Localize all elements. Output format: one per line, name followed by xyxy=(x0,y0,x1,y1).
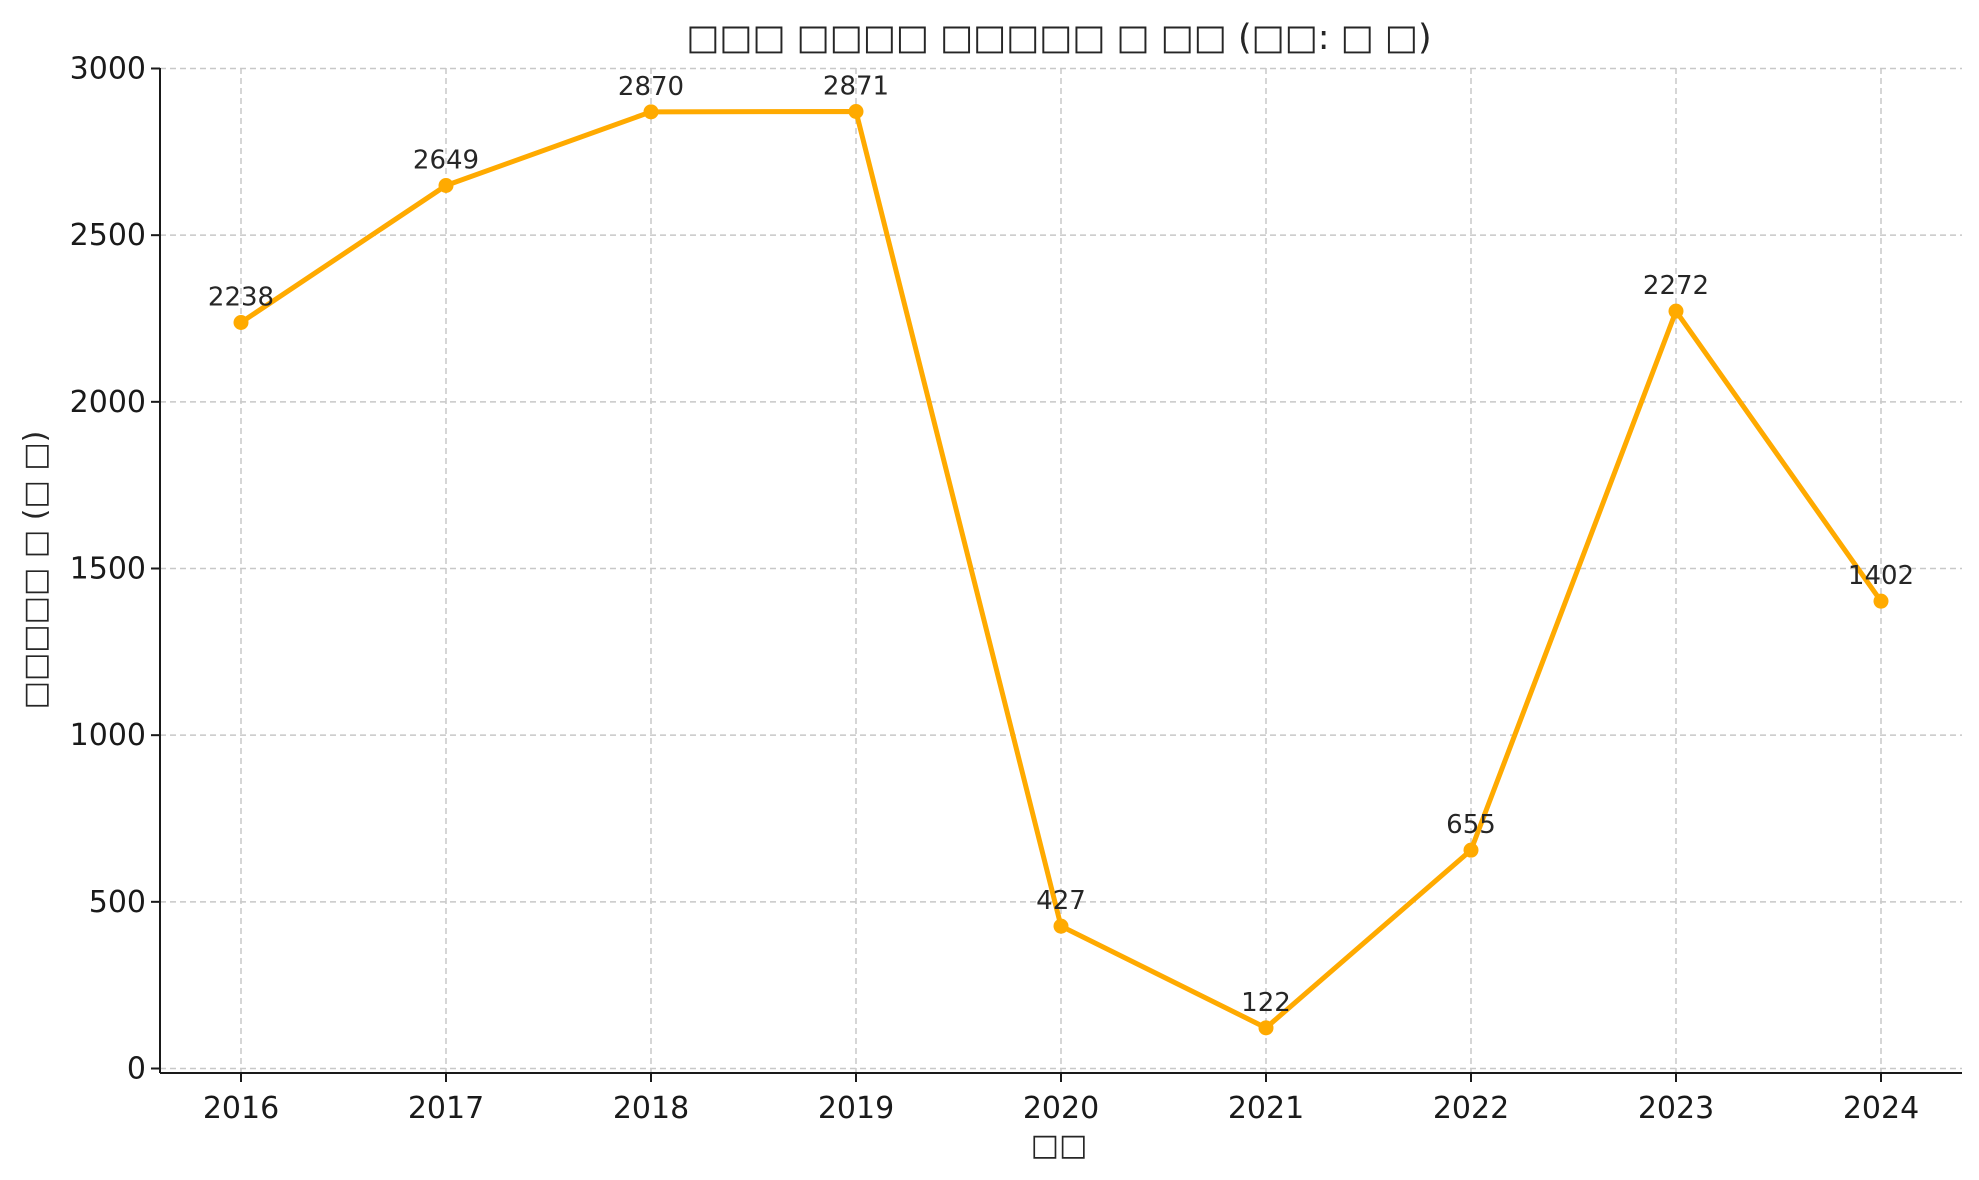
data-labels: 2238 2649 2870 2871 427 122 655 2272 1402 xyxy=(208,72,1914,1018)
data-label: 2870 xyxy=(618,72,684,102)
x-tick-label: 2024 xyxy=(1843,1091,1919,1126)
data-point xyxy=(848,104,864,119)
grid xyxy=(160,67,1962,1073)
y-tick-label: 2500 xyxy=(70,218,146,253)
x-axis-label: □□ xyxy=(1031,1128,1088,1163)
x-tick-label: 2020 xyxy=(1023,1091,1099,1126)
data-point xyxy=(1258,1020,1274,1036)
data-label: 122 xyxy=(1241,988,1291,1018)
data-label: 1402 xyxy=(1848,561,1914,591)
axes xyxy=(151,67,1962,1082)
y-tick-label: 500 xyxy=(89,885,146,920)
chart-title: □□□ □□□□ □□□□□ □ □□ (□□: □ □) xyxy=(686,18,1431,58)
data-point xyxy=(1463,842,1479,858)
data-point xyxy=(233,315,249,330)
x-tick-labels: 2016 2017 2018 2019 2020 2021 2022 2023 2024 xyxy=(203,1091,1919,1126)
x-tick-label: 2017 xyxy=(408,1091,484,1126)
x-tick-label: 2023 xyxy=(1638,1091,1714,1126)
data-point xyxy=(1053,918,1069,934)
y-tick-label: 1500 xyxy=(70,552,146,587)
data-label: 427 xyxy=(1036,886,1086,916)
data-label: 2238 xyxy=(208,283,274,313)
x-tick-label: 2022 xyxy=(1433,1091,1509,1126)
y-tick-label: 2000 xyxy=(70,385,146,420)
data-label: 655 xyxy=(1446,810,1496,840)
data-point xyxy=(1873,593,1889,609)
x-tick-label: 2018 xyxy=(613,1091,689,1126)
x-tick-label: 2021 xyxy=(1228,1091,1304,1126)
y-tick-label: 3000 xyxy=(70,52,146,87)
data-point xyxy=(438,178,454,193)
y-axis-label: □□□□□ □ (□ □) xyxy=(18,431,53,710)
data-point xyxy=(643,104,659,120)
x-tick-label: 2019 xyxy=(818,1091,894,1126)
data-label: 2871 xyxy=(823,72,889,102)
series xyxy=(233,104,1889,1036)
data-label: 2272 xyxy=(1643,271,1709,301)
y-tick-labels: 0 500 1000 1500 2000 2500 3000 xyxy=(70,52,146,1087)
y-tick-label: 0 xyxy=(127,1052,146,1087)
data-point xyxy=(1668,303,1684,319)
x-tick-label: 2016 xyxy=(203,1091,279,1126)
data-label: 2649 xyxy=(413,146,479,176)
y-tick-label: 1000 xyxy=(70,718,146,753)
